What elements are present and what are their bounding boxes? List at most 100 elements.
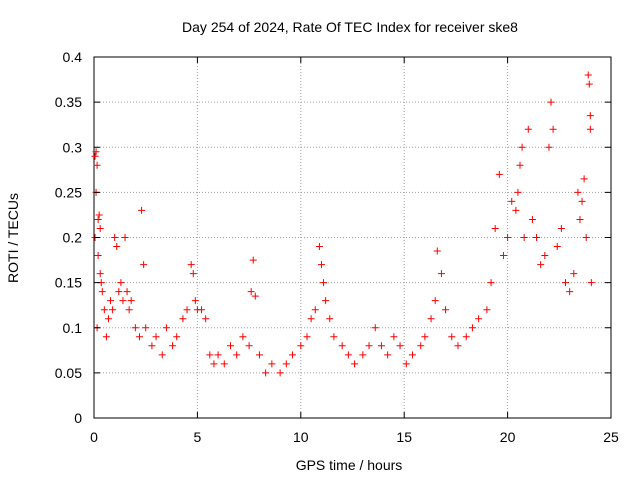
data-point <box>408 351 416 359</box>
data-point <box>91 152 99 160</box>
data-point <box>330 333 338 341</box>
data-point <box>307 315 315 323</box>
data-point <box>322 297 330 305</box>
data-point <box>140 261 148 269</box>
data-point <box>107 297 115 305</box>
y-tick-label: 0 <box>74 410 82 426</box>
data-point <box>396 342 404 350</box>
data-point <box>586 125 594 133</box>
data-point <box>487 279 495 287</box>
data-point <box>268 360 276 368</box>
data-point <box>317 261 325 269</box>
y-tick-label: 0.1 <box>63 320 83 336</box>
data-point <box>421 333 429 341</box>
data-point <box>95 211 103 219</box>
data-point <box>255 351 263 359</box>
data-point <box>202 315 210 323</box>
data-point <box>93 161 101 169</box>
x-tick-label: 15 <box>396 429 412 445</box>
data-point <box>179 315 187 323</box>
data-point <box>454 342 462 350</box>
data-point <box>109 306 117 314</box>
data-point <box>508 197 516 205</box>
y-tick-label: 0.25 <box>55 184 82 200</box>
data-point <box>351 360 359 368</box>
data-point <box>297 342 305 350</box>
data-point <box>483 306 491 314</box>
data-point <box>187 261 195 269</box>
data-point <box>94 252 102 260</box>
data-point <box>125 306 133 314</box>
data-point <box>533 234 541 241</box>
data-point <box>121 234 129 241</box>
data-point <box>499 252 507 260</box>
data-point <box>210 360 218 368</box>
data-point <box>303 333 311 341</box>
data-point <box>92 148 100 156</box>
data-point <box>580 175 588 183</box>
data-point <box>384 351 392 359</box>
data-point <box>115 288 123 296</box>
data-point <box>262 369 270 377</box>
data-point <box>94 215 102 223</box>
x-tick-label: 25 <box>603 429 619 445</box>
data-point <box>251 292 259 300</box>
data-point <box>574 188 582 196</box>
data-point <box>214 351 222 359</box>
data-point <box>123 288 131 296</box>
data-point <box>417 342 425 350</box>
data-point <box>377 342 385 350</box>
axis-ticks <box>93 56 612 419</box>
data-point <box>431 297 439 305</box>
data-point <box>98 288 106 296</box>
data-point <box>320 279 328 287</box>
chart-title: Day 254 of 2024, Rate Of TEC Index for r… <box>182 19 518 35</box>
data-point <box>119 297 127 305</box>
data-point <box>541 252 549 260</box>
data-point <box>148 342 156 350</box>
data-point <box>442 306 450 314</box>
x-tick-label: 10 <box>293 429 309 445</box>
data-points <box>91 71 595 377</box>
data-point <box>239 333 247 341</box>
x-tick-labels: 0 5 10 15 20 25 <box>90 429 619 445</box>
y-tick-label: 0.15 <box>55 275 82 291</box>
data-point <box>576 215 584 223</box>
data-point <box>276 369 284 377</box>
data-point <box>537 261 545 269</box>
y-tick-label: 0.2 <box>63 230 83 246</box>
data-point <box>516 161 524 169</box>
y-tick-label: 0.4 <box>63 49 83 65</box>
x-axis-label: GPS time / hours <box>296 457 403 473</box>
data-point <box>162 324 170 332</box>
data-point <box>448 333 456 341</box>
data-point <box>220 360 228 368</box>
data-point <box>524 125 532 133</box>
data-point <box>514 188 522 196</box>
data-point <box>183 306 191 314</box>
data-point <box>402 360 410 368</box>
data-point <box>512 206 520 214</box>
data-point <box>226 342 234 350</box>
grid-lines <box>94 57 611 418</box>
data-point <box>549 125 557 133</box>
data-point <box>586 112 594 120</box>
data-point <box>495 170 503 178</box>
data-point <box>491 224 499 232</box>
data-point <box>437 270 445 278</box>
data-point <box>582 234 590 241</box>
y-tick-labels: 0 0.05 0.1 0.15 0.2 0.25 0.3 0.35 0.4 <box>55 49 82 426</box>
data-point <box>566 288 574 296</box>
data-point <box>433 247 441 255</box>
data-point <box>326 315 334 323</box>
data-point <box>520 234 528 241</box>
data-point <box>468 324 476 332</box>
x-tick-label: 0 <box>90 429 98 445</box>
data-point <box>390 333 398 341</box>
data-point <box>528 215 536 223</box>
data-point <box>111 234 119 241</box>
data-point <box>142 324 150 332</box>
data-point <box>102 333 110 341</box>
data-point <box>518 143 526 151</box>
